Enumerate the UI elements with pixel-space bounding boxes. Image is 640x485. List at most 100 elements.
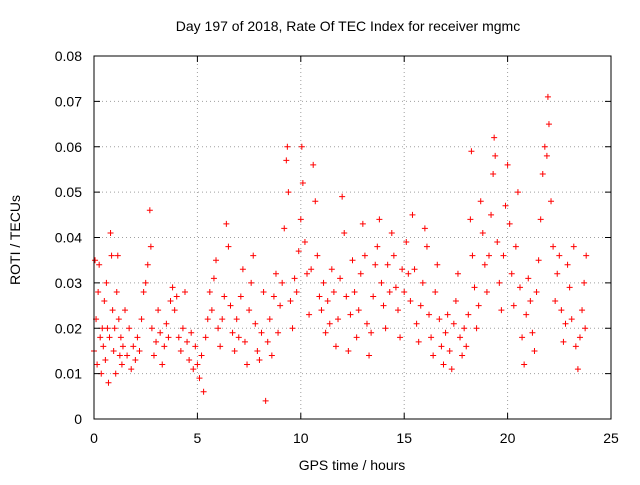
data-point [102, 357, 109, 364]
data-point [465, 311, 472, 318]
data-point [345, 347, 352, 354]
data-point [512, 243, 519, 250]
data-point [130, 343, 137, 350]
data-point [318, 307, 325, 314]
data-point [399, 266, 406, 273]
data-point [339, 193, 346, 200]
chart-title: Day 197 of 2018, Rate Of TEC Index for r… [176, 18, 520, 34]
data-point [454, 270, 461, 277]
data-point [533, 288, 540, 295]
data-point [132, 357, 139, 364]
y-tick-label: 0.01 [55, 366, 82, 382]
data-point [208, 307, 215, 314]
data-point [312, 198, 319, 205]
data-point [219, 316, 226, 323]
data-point [167, 298, 174, 305]
data-point [254, 347, 261, 354]
data-point [423, 243, 430, 250]
data-point [508, 270, 515, 277]
data-point [394, 307, 401, 314]
data-point [500, 252, 507, 259]
data-point [488, 211, 495, 218]
data-point [110, 347, 117, 354]
data-point [574, 366, 581, 373]
data-point [417, 302, 424, 309]
data-point [341, 229, 348, 236]
data-point [148, 325, 155, 332]
data-point [415, 338, 422, 345]
data-point [229, 329, 236, 336]
data-point [324, 298, 331, 305]
data-point [469, 252, 476, 259]
data-point [287, 298, 294, 305]
data-point [126, 325, 133, 332]
data-point [376, 216, 383, 223]
data-point [568, 316, 575, 323]
data-point [322, 329, 329, 336]
data-point [335, 316, 342, 323]
data-point [401, 288, 408, 295]
data-point [572, 343, 579, 350]
data-point [392, 284, 399, 291]
data-point [284, 143, 291, 150]
data-point [403, 239, 410, 246]
data-point [109, 307, 116, 314]
data-point [140, 288, 147, 295]
data-point [217, 343, 224, 350]
data-point [210, 275, 217, 282]
data-point [380, 302, 387, 309]
data-point [285, 189, 292, 196]
x-tick-label: 20 [500, 430, 516, 446]
data-point [583, 252, 590, 259]
data-point [106, 334, 113, 341]
data-point [519, 334, 526, 341]
data-point [544, 93, 551, 100]
data-point [237, 293, 244, 300]
data-point [491, 134, 498, 141]
data-point [150, 352, 157, 359]
data-point [260, 288, 267, 295]
y-tick-label: 0.07 [55, 93, 82, 109]
data-point [428, 334, 435, 341]
data-point [548, 198, 555, 205]
data-point [206, 288, 213, 295]
data-point [147, 243, 154, 250]
data-point [248, 279, 255, 286]
data-point [124, 352, 131, 359]
data-point [475, 302, 482, 309]
data-point [442, 329, 449, 336]
data-point [188, 329, 195, 336]
y-tick-label: 0.02 [55, 320, 82, 336]
data-point [177, 347, 184, 354]
data-point [301, 239, 308, 246]
data-point [104, 325, 111, 332]
data-point [386, 288, 393, 295]
data-point [351, 288, 358, 295]
data-point [113, 288, 120, 295]
data-point [521, 361, 528, 368]
data-point [310, 161, 317, 168]
data-point [543, 152, 550, 159]
data-point [562, 320, 569, 327]
data-point [355, 307, 362, 314]
y-axis-label: ROTI / TECUs [7, 195, 23, 285]
data-point [95, 288, 102, 295]
data-point [122, 307, 129, 314]
data-point [99, 325, 106, 332]
data-point [92, 257, 99, 264]
data-point [103, 279, 110, 286]
data-point [298, 143, 305, 150]
data-point [353, 334, 360, 341]
data-point [564, 261, 571, 268]
data-point [450, 320, 457, 327]
data-point [289, 325, 296, 332]
data-point [550, 243, 557, 250]
data-point [498, 307, 505, 314]
data-point [430, 352, 437, 359]
data-point [231, 347, 238, 354]
data-point [332, 343, 339, 350]
y-tick-label: 0.03 [55, 275, 82, 291]
data-point [337, 275, 344, 282]
x-tick-label: 15 [396, 430, 412, 446]
data-point [432, 288, 439, 295]
